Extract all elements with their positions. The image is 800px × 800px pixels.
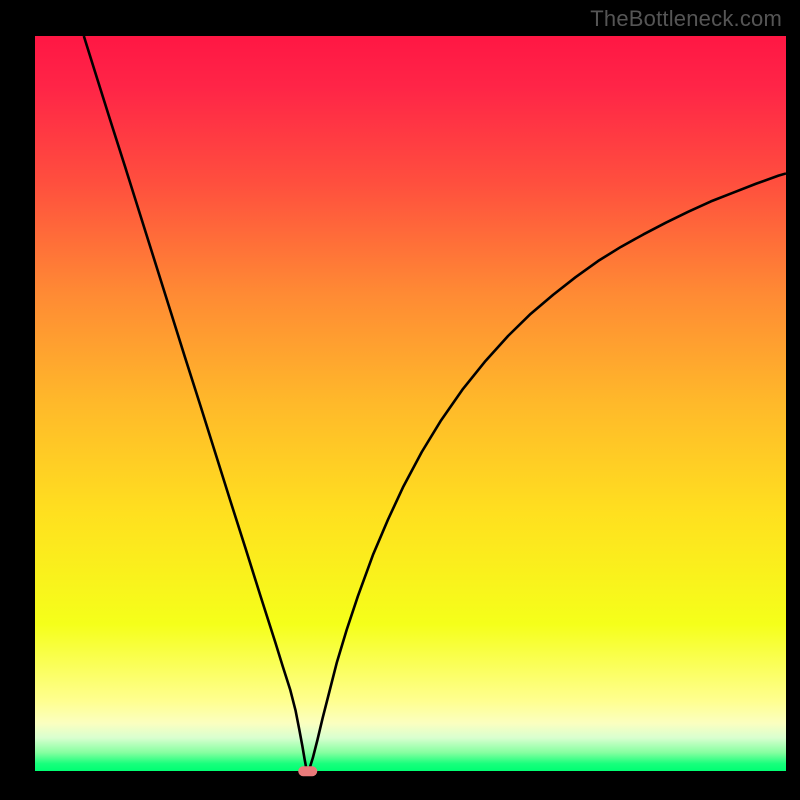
minimum-marker (298, 766, 318, 776)
bottleneck-curve (35, 36, 786, 771)
curve-path (84, 36, 786, 771)
chart-plot-area (35, 36, 786, 771)
watermark-text: TheBottleneck.com (590, 6, 782, 32)
